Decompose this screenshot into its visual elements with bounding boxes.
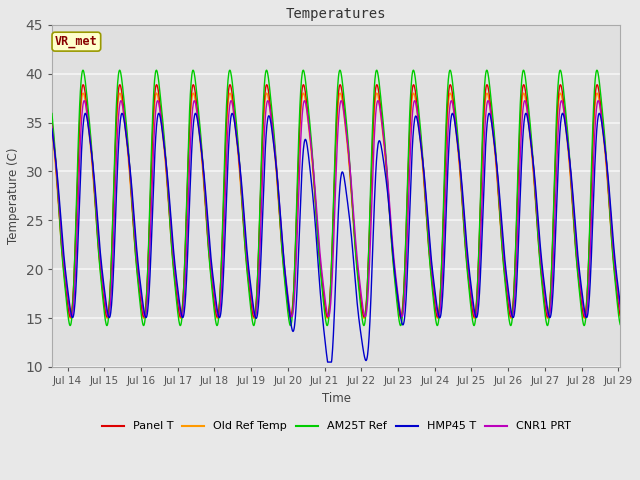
Y-axis label: Temperature (C): Temperature (C)	[7, 148, 20, 244]
Title: Temperatures: Temperatures	[286, 7, 387, 21]
Text: VR_met: VR_met	[55, 35, 98, 48]
X-axis label: Time: Time	[322, 392, 351, 405]
Legend: Panel T, Old Ref Temp, AM25T Ref, HMP45 T, CNR1 PRT: Panel T, Old Ref Temp, AM25T Ref, HMP45 …	[97, 417, 575, 436]
